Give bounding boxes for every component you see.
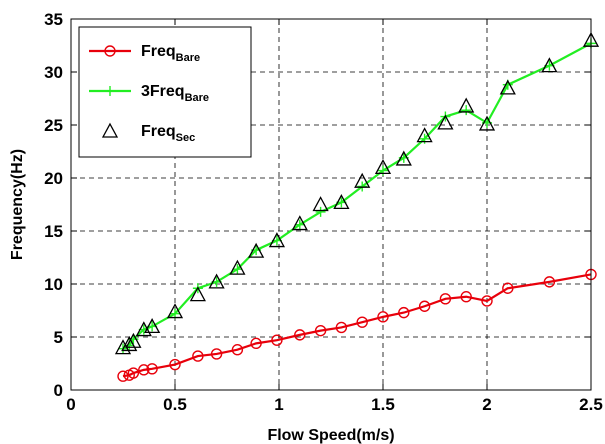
circle-marker: [231, 344, 244, 356]
x-tick-label: 1: [274, 395, 283, 414]
y-axis-label: Frequency(Hz): [9, 149, 26, 260]
circle-marker: [271, 334, 283, 346]
circle-marker: [335, 321, 348, 334]
circle-marker: [377, 311, 389, 323]
circle-marker: [127, 367, 140, 379]
x-tick-label: 1.5: [371, 395, 395, 414]
circle-marker: [314, 324, 327, 337]
plus-marker: [105, 86, 115, 96]
triangle-marker: [208, 273, 225, 289]
triangle-marker: [499, 79, 516, 95]
y-tick-label: 30: [44, 63, 63, 82]
triangle-marker: [268, 232, 286, 248]
legend-label-subscript: Sec: [176, 132, 196, 144]
plus-marker: [315, 206, 326, 217]
series-3: [114, 31, 600, 355]
legend-label-subscript: Bare: [176, 52, 200, 64]
triangle-marker: [416, 127, 433, 143]
axis-ticks: 0 0.5 1 1.5 2 2.5 0 5 10 15 20 25 30 35: [44, 10, 603, 414]
circle-marker: [543, 276, 556, 288]
y-tick-label: 15: [44, 222, 63, 241]
y-tick-label: 10: [44, 275, 63, 294]
plus-marker: [232, 264, 243, 275]
plot-series: [114, 31, 600, 382]
circle-marker: [460, 291, 472, 303]
series-1: [117, 268, 597, 382]
triangle-marker: [229, 259, 246, 275]
circle-marker: [418, 300, 431, 312]
x-tick-label: 2.5: [579, 395, 603, 414]
triangle-marker: [291, 215, 308, 231]
triangle-marker: [312, 196, 329, 212]
x-axis-label: Flow Speed(m/s): [267, 427, 394, 444]
triangle-marker: [101, 122, 119, 138]
triangle-marker: [374, 159, 392, 175]
circle-marker: [294, 329, 306, 341]
circle-marker: [481, 295, 493, 307]
plus-marker: [294, 219, 305, 230]
triangle-marker: [395, 150, 412, 166]
triangle-marker: [458, 97, 475, 113]
circle-marker: [502, 282, 514, 294]
circle-marker: [398, 306, 410, 319]
circle-marker: [169, 358, 181, 371]
triangle-marker: [437, 114, 454, 130]
x-tick-label: 0.5: [163, 395, 187, 414]
y-tick-label: 0: [54, 381, 63, 400]
plus-marker: [357, 181, 368, 192]
triangle-marker: [144, 318, 161, 334]
triangle-marker: [248, 242, 265, 258]
circle-marker: [104, 45, 116, 57]
circle-marker: [138, 364, 150, 376]
circle-marker: [439, 293, 452, 305]
circle-marker: [356, 316, 368, 328]
triangle-marker: [478, 115, 496, 131]
triangle-marker: [189, 286, 206, 302]
triangle-marker: [166, 303, 184, 319]
legend-label-subscript: Bare: [185, 92, 209, 104]
y-tick-label: 5: [54, 328, 63, 347]
y-tick-label: 20: [44, 169, 63, 188]
x-tick-label: 2: [482, 395, 491, 414]
triangle-marker: [121, 336, 138, 352]
triangle-marker: [333, 194, 350, 210]
plot-frame: [70, 18, 592, 391]
circle-marker: [117, 370, 129, 382]
plus-marker: [461, 105, 472, 116]
triangle-marker: [125, 332, 142, 348]
y-tick-label: 35: [44, 10, 63, 29]
circle-marker: [146, 363, 158, 375]
series-line: [122, 273, 592, 378]
triangle-marker: [354, 172, 371, 188]
x-tick-label: 0: [66, 395, 75, 414]
y-tick-label: 25: [44, 116, 63, 135]
circle-marker: [192, 350, 204, 362]
circle-marker: [210, 348, 223, 360]
circle-marker: [250, 337, 262, 350]
triangle-marker: [541, 57, 558, 73]
